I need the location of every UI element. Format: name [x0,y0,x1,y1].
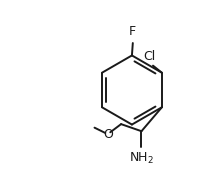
Text: NH$_2$: NH$_2$ [129,151,154,166]
Text: F: F [129,25,136,38]
Text: O: O [103,128,113,141]
Text: Cl: Cl [143,50,156,63]
